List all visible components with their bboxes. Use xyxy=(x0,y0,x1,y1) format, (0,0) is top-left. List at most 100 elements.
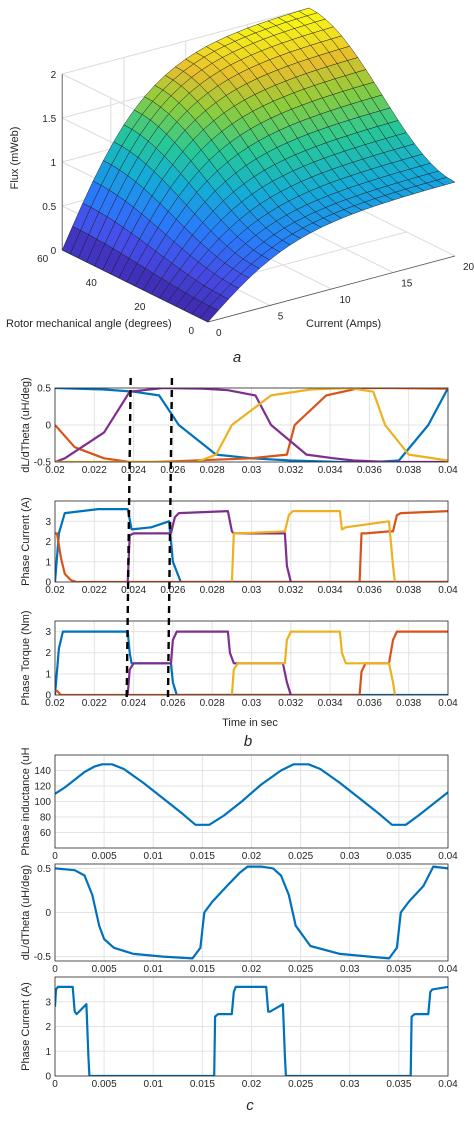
y-tick-label: 0 xyxy=(45,421,51,432)
x-tick-label: 0.028 xyxy=(200,585,225,596)
x-tick-label: 0.04 xyxy=(438,465,458,476)
flux-tick-labels: 0 0.5 1 1.5 2 xyxy=(42,70,56,257)
x-tick-label: 0.038 xyxy=(396,585,421,596)
y-axis-label: Phase Current (A) xyxy=(20,982,32,1071)
x-tick-label: 0.032 xyxy=(278,698,303,709)
x-tick-label: 0.03 xyxy=(242,585,262,596)
series-line xyxy=(55,532,448,582)
y-tick-label: 0.5 xyxy=(37,864,51,875)
x-tick-label: 0.01 xyxy=(144,1079,164,1090)
plot-4: 0 0.005 0.01 0.015 0.02 0.025 0.03 0.035 0.04 60 8… xyxy=(20,747,458,862)
y-tick-label: 120 xyxy=(34,782,51,793)
series-line xyxy=(55,508,448,582)
x-tick-label: 0.01 xyxy=(144,851,164,862)
plot-frame xyxy=(54,620,449,696)
plot-2: 0.02 0.022 0.024 0.026 0.028 0.03 0.032 0.034 0.… xyxy=(20,497,458,596)
y-axis-label: dL/dTheta (uH/deg) xyxy=(20,865,32,960)
plot-3: 0.02 0.022 0.024 0.026 0.028 0.03 0.032 0.034 0.… xyxy=(20,610,458,709)
x-tick-label: 0.038 xyxy=(396,698,421,709)
flux-tick-label: 0.5 xyxy=(42,202,56,213)
x-tick-label: 0.03 xyxy=(340,1079,360,1090)
series-line xyxy=(55,388,448,462)
y-tick-label: 60 xyxy=(40,828,52,839)
y-tick-label: 2 xyxy=(45,537,51,548)
y-axis-label: Phase Current (A) xyxy=(20,497,32,586)
angle-tick-label: 0 xyxy=(188,326,194,337)
y-tick-label: 140 xyxy=(34,766,51,777)
y-tick-label: 0.5 xyxy=(37,384,51,395)
y-tick-label: 0 xyxy=(45,691,51,702)
series-line xyxy=(230,510,396,582)
x-tick-label: 0 xyxy=(52,964,58,975)
x-tick-label: 0.025 xyxy=(288,1079,313,1090)
y-tick-label: 2 xyxy=(45,648,51,659)
series-line xyxy=(55,985,448,1076)
current-tick-label: 20 xyxy=(463,262,474,273)
x-tick-label: 0 xyxy=(52,1079,58,1090)
event-marker-line xyxy=(166,377,174,701)
plot-frame xyxy=(54,863,449,962)
x-tick-label: 0.035 xyxy=(386,964,411,975)
x-tick-label: 0.02 xyxy=(45,465,65,476)
x-tick-label: 0.02 xyxy=(242,1079,262,1090)
current-tick-labels: 0 5 10 15 20 xyxy=(216,262,474,339)
y-tick-label: 80 xyxy=(40,813,52,824)
x-tick-label: 0.026 xyxy=(160,465,185,476)
y-tick-label: 0 xyxy=(45,908,51,919)
x-tick-label: 0.022 xyxy=(82,698,107,709)
flux-tick-label: 0 xyxy=(51,246,57,257)
series-line xyxy=(230,630,396,695)
y-axis-label: Phase Torque (Nm) xyxy=(20,610,32,705)
x-tick-label: 0.026 xyxy=(160,698,185,709)
x-tick-label: 0.015 xyxy=(190,851,215,862)
x-tick-label: 0.038 xyxy=(396,465,421,476)
current-tick-label: 15 xyxy=(401,279,413,290)
x-tick-label: 0.005 xyxy=(92,964,117,975)
x-tick-label: 0.035 xyxy=(386,851,411,862)
x-tick-label: 0.03 xyxy=(242,698,262,709)
caption-c: c xyxy=(246,1097,254,1114)
series-line xyxy=(55,388,448,462)
x-axis-label-time: Time in sec xyxy=(222,717,278,729)
series-line xyxy=(55,763,448,826)
x-tick-label: 0.024 xyxy=(121,465,146,476)
flux-surface xyxy=(61,7,456,323)
x-tick-label: 0.034 xyxy=(318,585,343,596)
angle-tick-label: 40 xyxy=(86,278,98,289)
x-tick-label: 0.01 xyxy=(144,964,164,975)
x-tick-label: 0.032 xyxy=(278,585,303,596)
x-tick-label: 0.03 xyxy=(242,465,262,476)
x-tick-label: 0.028 xyxy=(200,465,225,476)
y-tick-label: 0 xyxy=(45,578,51,589)
y-tick-label: -0.5 xyxy=(34,952,52,963)
x-tick-label: 0.024 xyxy=(121,698,146,709)
x-tick-label: 0.04 xyxy=(438,964,458,975)
x-tick-label: 0.028 xyxy=(200,698,225,709)
flux-tick-label: 2 xyxy=(51,70,57,81)
x-tick-label: 0.036 xyxy=(357,465,382,476)
plot-frame xyxy=(54,387,449,463)
plot-frame xyxy=(54,976,449,1077)
x-tick-label: 0.02 xyxy=(242,964,262,975)
x-tick-label: 0.04 xyxy=(438,851,458,862)
x-tick-label: 0.024 xyxy=(121,585,146,596)
y-tick-label: 1 xyxy=(45,557,51,568)
x-tick-label: 0.025 xyxy=(288,964,313,975)
x-tick-label: 0.04 xyxy=(438,585,458,596)
x-tick-label: 0 xyxy=(52,851,58,862)
event-marker-line xyxy=(125,377,132,701)
flux-tick-label: 1.5 xyxy=(42,114,56,125)
y-tick-label: 1 xyxy=(45,1047,51,1058)
plot-5: 0 0.005 0.01 0.015 0.02 0.025 0.03 0.035 0.04 0.5… xyxy=(20,863,458,975)
x-tick-label: 0.02 xyxy=(242,851,262,862)
y-axis-label: Phase inductance (uH xyxy=(20,747,32,855)
surface-plot: 0 0.5 1 1.5 2 0 20 40 60 0 5 10 15 20 Flux (mWeb) R… xyxy=(6,7,474,339)
current-tick-label: 5 xyxy=(278,312,284,323)
x-tick-label: 0.036 xyxy=(357,585,382,596)
y-tick-label: -0.5 xyxy=(34,458,52,469)
current-tick-label: 0 xyxy=(216,328,222,339)
x-tick-label: 0.034 xyxy=(318,698,343,709)
series-line xyxy=(55,865,448,960)
plot-6: 0 0.005 0.01 0.015 0.02 0.025 0.03 0.035 0.04 0 1 2… xyxy=(20,976,458,1090)
